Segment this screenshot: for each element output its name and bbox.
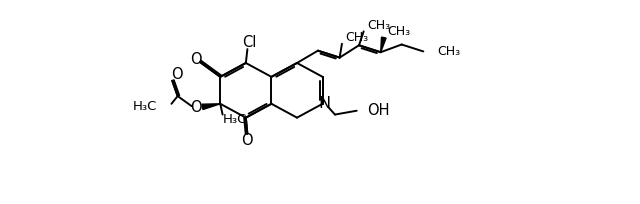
Text: OH: OH [367,103,389,118]
Text: N: N [319,96,331,111]
Text: H₃C: H₃C [223,113,247,126]
Text: CH₃: CH₃ [367,19,390,32]
Text: O: O [191,52,202,67]
Text: CH₃: CH₃ [388,25,411,38]
Polygon shape [381,37,386,52]
Text: H₃C: H₃C [133,100,157,113]
Text: O: O [189,100,202,115]
Text: O: O [241,133,253,148]
Text: CH₃: CH₃ [437,45,460,58]
Text: CH₃: CH₃ [345,31,368,44]
Text: Cl: Cl [242,35,256,50]
Polygon shape [202,104,220,110]
Text: O: O [171,67,182,82]
